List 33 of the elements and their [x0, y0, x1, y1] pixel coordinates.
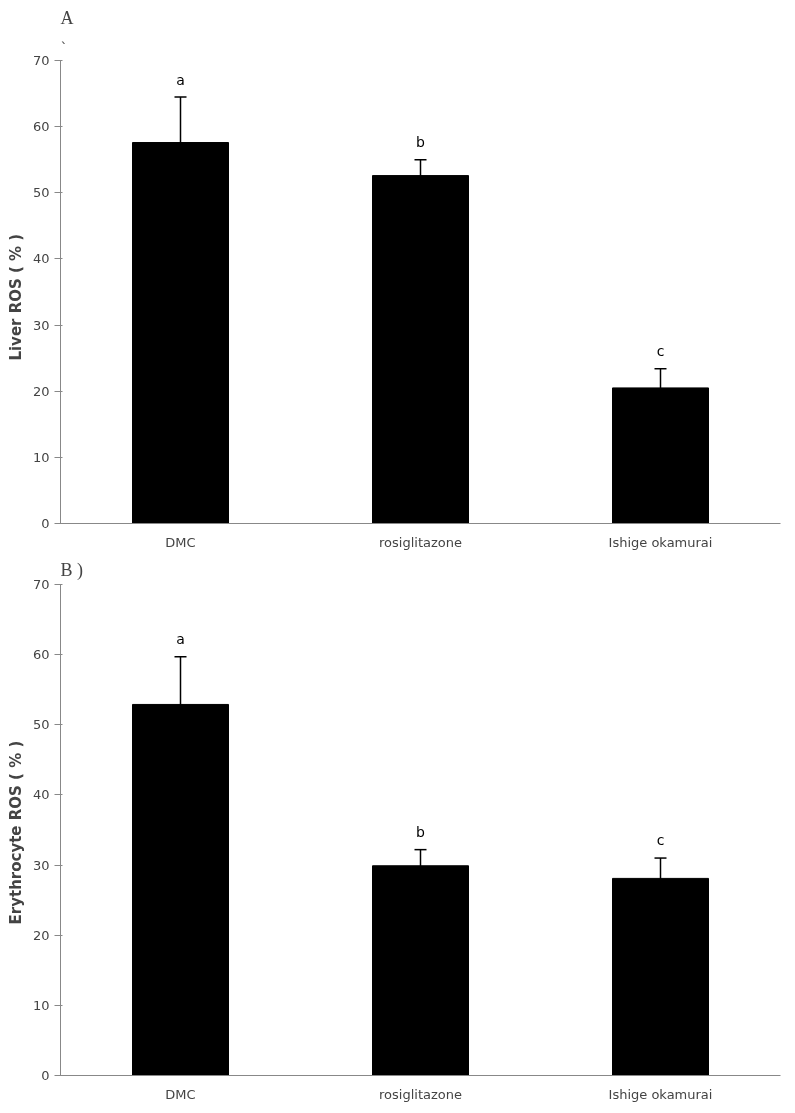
y-tick-label: 30	[32, 317, 50, 333]
y-axis-title: Erythrocyte ROS ( % )	[6, 740, 25, 925]
annotation: b	[416, 823, 426, 840]
y-tick-label: 20	[32, 383, 50, 399]
chart-title: B )	[60, 559, 84, 581]
x-tick-label: rosiglitazone	[379, 534, 462, 550]
y-tick-label: 10	[32, 997, 50, 1013]
chart-title: A	[60, 7, 74, 28]
y-tick-label: 60	[32, 119, 50, 135]
y-tick-label: 50	[32, 185, 50, 201]
y-tick-label: 0	[41, 516, 50, 531]
text: `	[60, 39, 68, 56]
x-tick-label: DMC	[165, 534, 196, 550]
annotation: c	[656, 343, 665, 360]
y-tick-label: 10	[32, 449, 50, 465]
y-tick-label: 70	[32, 53, 50, 68]
y-axis-title: Liver ROS ( % )	[6, 233, 25, 361]
annotation: c	[656, 832, 665, 849]
x-tick-label: Ishige okamurai	[608, 534, 713, 550]
annotation: b	[416, 134, 426, 151]
y-tick-label: 30	[32, 857, 50, 873]
y-tick-label: 40	[32, 787, 50, 803]
y-tick-label: 0	[41, 1068, 50, 1083]
annotation: a	[176, 71, 185, 88]
x-tick-label: rosiglitazone	[379, 1086, 462, 1102]
y-tick-label: 20	[32, 927, 50, 943]
x-tick-label: Ishige okamurai	[608, 1086, 713, 1102]
y-tick-label: 40	[32, 251, 50, 267]
y-tick-label: 50	[32, 717, 50, 733]
y-tick-label: 60	[32, 647, 50, 663]
x-tick-label: DMC	[165, 1086, 196, 1102]
annotation: a	[176, 630, 185, 647]
y-tick-label: 70	[32, 577, 50, 592]
